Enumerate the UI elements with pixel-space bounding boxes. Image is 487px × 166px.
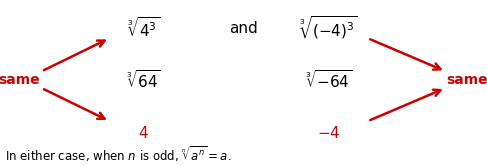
Text: $\sqrt[3]{(-4)^3}$: $\sqrt[3]{(-4)^3}$ — [300, 15, 358, 42]
Text: same: same — [0, 73, 40, 87]
Text: $-4$: $-4$ — [317, 125, 340, 141]
Text: and: and — [229, 21, 258, 36]
Text: In either case, when $n$ is odd, $\sqrt[n]{a^n}=a.$: In either case, when $n$ is odd, $\sqrt[… — [5, 145, 231, 164]
Text: same: same — [447, 73, 487, 87]
Text: $4$: $4$ — [138, 125, 149, 141]
Text: $\sqrt[3]{-64}$: $\sqrt[3]{-64}$ — [305, 69, 353, 91]
Text: $\sqrt[3]{64}$: $\sqrt[3]{64}$ — [126, 69, 161, 91]
Text: $\sqrt[3]{4^3}$: $\sqrt[3]{4^3}$ — [127, 16, 160, 40]
